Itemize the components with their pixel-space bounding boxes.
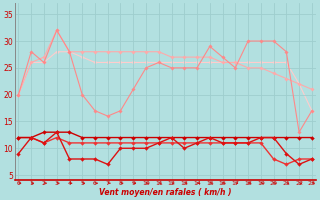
X-axis label: Vent moyen/en rafales ( km/h ): Vent moyen/en rafales ( km/h ) bbox=[99, 188, 231, 197]
